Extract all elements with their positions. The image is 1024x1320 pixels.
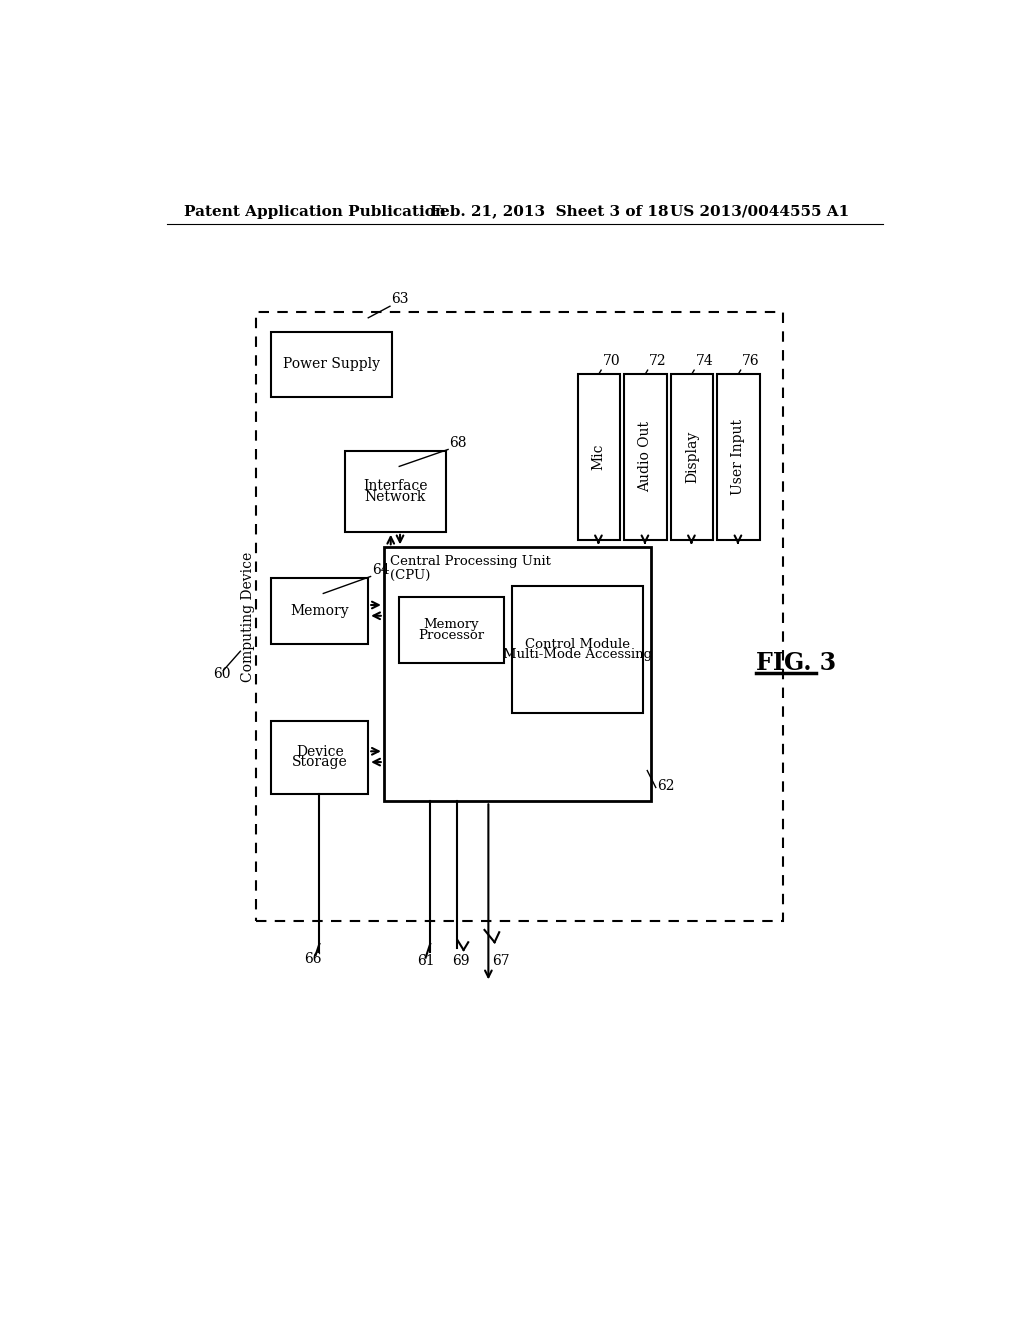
Bar — [271, 578, 369, 644]
Bar — [399, 597, 504, 663]
Text: Interface: Interface — [364, 479, 428, 494]
Text: 62: 62 — [657, 779, 675, 793]
Text: 72: 72 — [649, 354, 667, 368]
Text: Control Module: Control Module — [525, 638, 630, 651]
Bar — [717, 374, 760, 540]
Text: 76: 76 — [742, 354, 760, 368]
Bar — [271, 331, 391, 397]
Text: 69: 69 — [453, 954, 470, 969]
Text: Multi-Mode Accessing: Multi-Mode Accessing — [503, 648, 652, 661]
Bar — [256, 313, 783, 921]
Text: 66: 66 — [304, 952, 322, 966]
Text: Computing Device: Computing Device — [241, 552, 255, 681]
Text: Patent Application Publication: Patent Application Publication — [183, 205, 445, 219]
Text: Network: Network — [365, 490, 426, 504]
Text: 64: 64 — [372, 564, 390, 577]
Text: 60: 60 — [213, 667, 230, 681]
Text: Audio Out: Audio Out — [638, 421, 652, 492]
Text: Processor: Processor — [419, 628, 484, 642]
Bar — [345, 451, 445, 532]
Text: 70: 70 — [603, 354, 621, 368]
Text: Storage: Storage — [292, 755, 348, 770]
Text: (CPU): (CPU) — [390, 569, 430, 582]
Text: Feb. 21, 2013  Sheet 3 of 18: Feb. 21, 2013 Sheet 3 of 18 — [430, 205, 669, 219]
Text: Device: Device — [296, 744, 344, 759]
Text: Memory: Memory — [291, 603, 349, 618]
Bar — [271, 721, 369, 793]
Text: 61: 61 — [418, 954, 435, 969]
Text: Central Processing Unit: Central Processing Unit — [390, 554, 551, 568]
Text: FIG. 3: FIG. 3 — [756, 651, 836, 676]
Text: 63: 63 — [391, 292, 409, 306]
Text: Power Supply: Power Supply — [283, 358, 380, 371]
Text: User Input: User Input — [731, 418, 745, 495]
Bar — [512, 586, 643, 713]
Text: 67: 67 — [493, 954, 510, 969]
Bar — [384, 548, 651, 801]
Text: 74: 74 — [695, 354, 714, 368]
Bar — [578, 374, 621, 540]
Text: 68: 68 — [450, 436, 467, 450]
Text: Mic: Mic — [592, 444, 606, 470]
Text: Memory: Memory — [424, 618, 479, 631]
Text: US 2013/0044555 A1: US 2013/0044555 A1 — [671, 205, 850, 219]
Bar — [624, 374, 667, 540]
Bar — [671, 374, 713, 540]
Text: Display: Display — [685, 430, 698, 483]
